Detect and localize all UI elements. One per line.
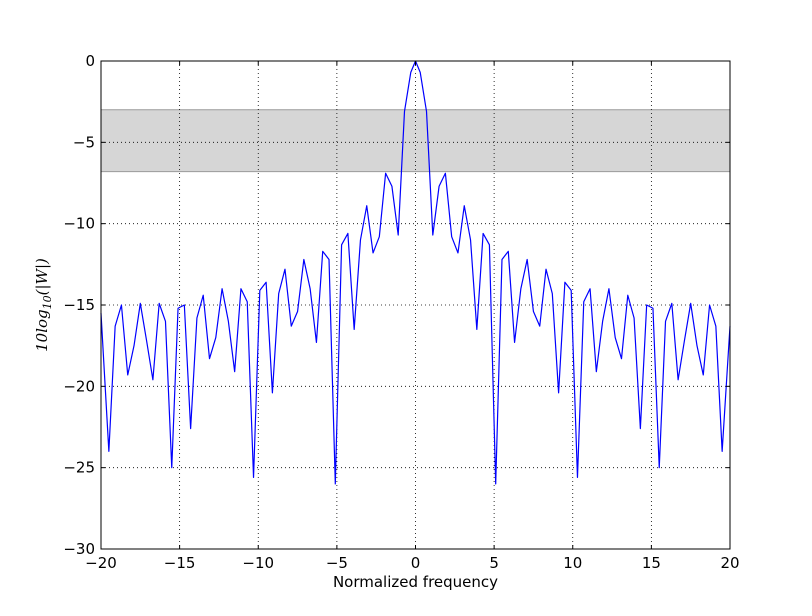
x-tick-label: −20 <box>85 554 117 572</box>
y-axis-label-subscript: 10 <box>41 295 54 309</box>
y-tick-label: −15 <box>63 296 95 314</box>
x-axis-label: Normalized frequency <box>333 573 498 591</box>
y-tick-label: 0 <box>85 52 95 70</box>
y-tick-label: −5 <box>73 133 95 151</box>
x-tick-label: 10 <box>563 554 582 572</box>
y-tick-label: −25 <box>63 459 95 477</box>
shaded-band <box>101 109 730 172</box>
y-axis-label-log: log <box>33 309 51 332</box>
tick-marks-layer <box>100 60 731 550</box>
y-tick-label: −10 <box>63 215 95 233</box>
x-tick-labels: −20 −15 −10 −5 0 5 10 15 20 <box>85 554 739 572</box>
y-axis-label-prefix: 10 <box>33 332 51 352</box>
x-tick-label: 5 <box>489 554 499 572</box>
y-axis-label-suffix: (|W|) <box>33 258 51 295</box>
y-tick-labels: 0 −5 −10 −15 −20 −25 −30 <box>63 52 95 558</box>
y-tick-label: −30 <box>63 540 95 558</box>
y-tick-label: −20 <box>63 377 95 395</box>
x-tick-label: −15 <box>164 554 196 572</box>
grid-layer <box>101 61 730 549</box>
shaded-band-layer <box>101 109 730 173</box>
x-tick-label: −10 <box>242 554 274 572</box>
x-tick-label: 0 <box>411 554 421 572</box>
x-tick-label: −5 <box>326 554 348 572</box>
y-axis-label: 10log10(|W|) <box>33 258 54 352</box>
x-tick-label: 15 <box>642 554 661 572</box>
x-tick-label: 20 <box>720 554 739 572</box>
